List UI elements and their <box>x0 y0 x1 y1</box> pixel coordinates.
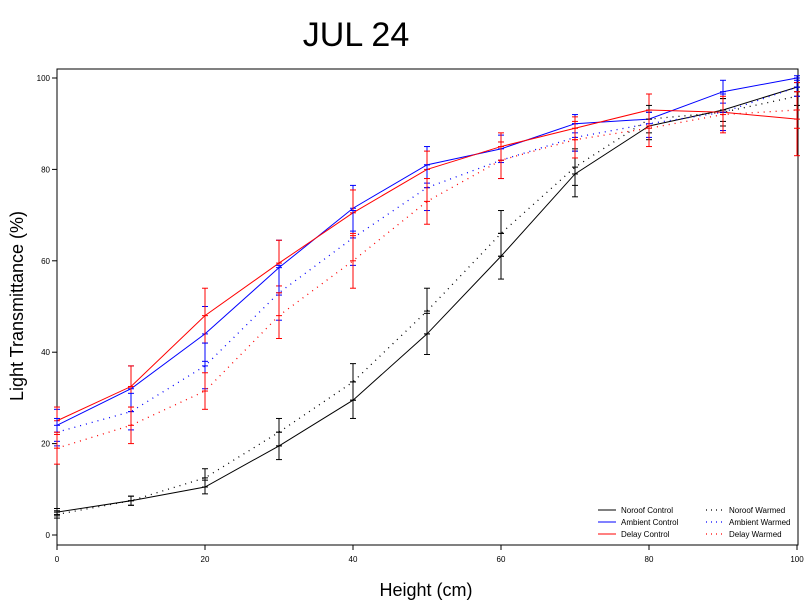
x-tick-label: 100 <box>790 555 804 564</box>
legend-label: Delay Warmed <box>729 530 782 539</box>
y-tick-label: 40 <box>41 348 50 357</box>
y-tick-label: 60 <box>41 257 50 266</box>
series-ambient-warmed <box>54 77 800 447</box>
y-tick-label: 0 <box>46 531 51 540</box>
y-tick-label: 20 <box>41 440 50 449</box>
legend-label: Ambient Warmed <box>729 518 791 527</box>
legend-label: Noroof Control <box>621 506 673 515</box>
y-axis: 0 20 40 60 80 100 <box>37 74 57 540</box>
series-line <box>56 95 798 516</box>
x-tick-label: 20 <box>201 555 210 564</box>
x-axis: 0 20 40 60 80 100 <box>55 545 804 564</box>
x-axis-label: Height (cm) <box>379 580 472 600</box>
series-noroof-warmed <box>54 86 800 519</box>
legend-label: Ambient Control <box>621 518 679 527</box>
chart-title: JUL 24 <box>303 16 409 54</box>
series-layer <box>54 75 800 519</box>
legend-label: Noroof Warmed <box>729 506 785 515</box>
series-line <box>56 86 798 433</box>
x-tick-label: 60 <box>497 555 506 564</box>
x-tick-label: 0 <box>55 555 60 564</box>
y-axis-label: Light Transmittance (%) <box>7 211 27 401</box>
series-delay-warmed <box>54 91 800 465</box>
y-tick-label: 80 <box>41 165 50 174</box>
legend: Noroof Control Ambient Control Delay Contr… <box>598 506 791 539</box>
series-delay-control <box>54 82 800 435</box>
x-tick-label: 80 <box>645 555 654 564</box>
x-tick-label: 40 <box>349 555 358 564</box>
series-line <box>56 77 798 426</box>
legend-label: Delay Control <box>621 530 670 539</box>
y-tick-label: 100 <box>37 74 51 83</box>
plot-frame <box>56 68 799 546</box>
series-ambient-control <box>54 75 800 442</box>
